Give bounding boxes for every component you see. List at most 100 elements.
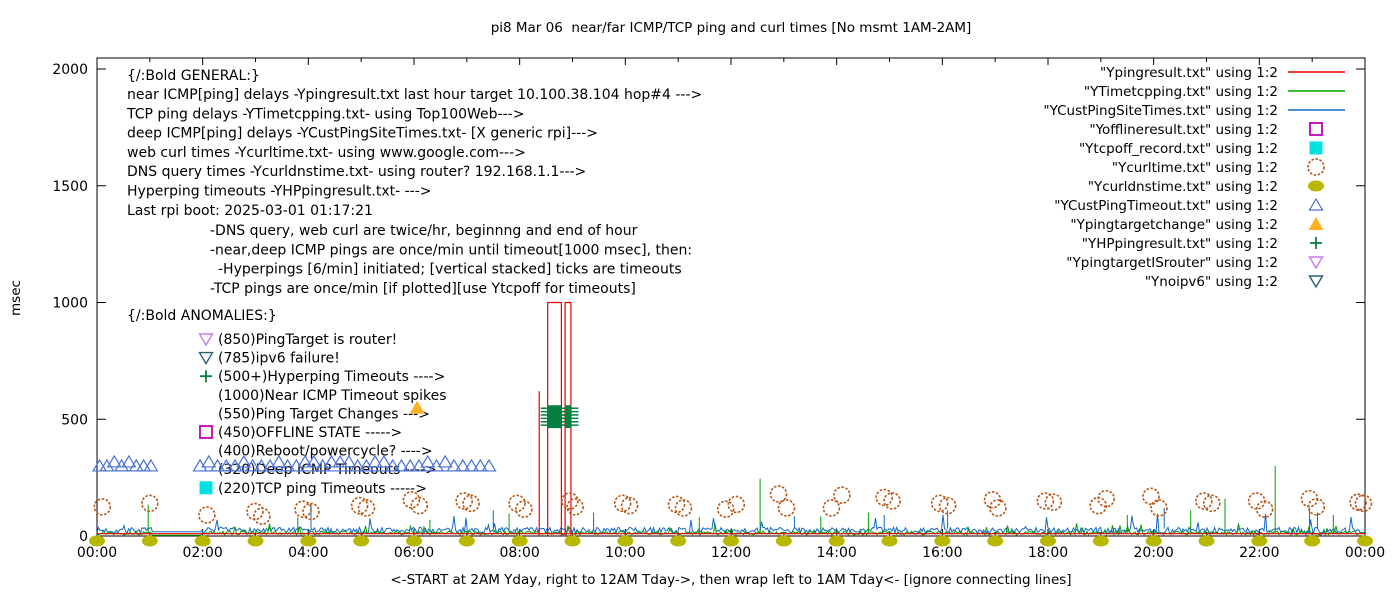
general-note: -TCP pings are once/min [if plotted][use… xyxy=(210,281,636,297)
marker-triangle-up-open xyxy=(218,458,234,472)
anomaly-line: (220)TCP ping Timeouts -----> xyxy=(218,481,427,497)
marker-triangle-up-open xyxy=(253,458,269,472)
marker-circle-filled xyxy=(141,535,158,547)
marker-triangle-up-open xyxy=(367,454,383,468)
legend-label: "YpingtargetISrouter" using 1:2 xyxy=(1066,255,1278,271)
marker-circle-filled xyxy=(723,535,739,547)
marker-circle-open xyxy=(1307,158,1325,176)
marker-circle-open xyxy=(93,498,112,516)
y-axis-label: msec xyxy=(8,280,24,316)
series-YHPpingresult.txt xyxy=(565,405,572,429)
general-note: -Hyperpings [6/min] initiated; [vertical… xyxy=(218,262,682,278)
marker-triangle-down-open xyxy=(1308,256,1324,270)
marker-circle-open xyxy=(777,499,796,517)
x-tick-label: 00:00 xyxy=(77,545,117,561)
marker-circle-filled xyxy=(1251,535,1268,547)
general-line: near ICMP[ping] delays -Ypingresult.txt … xyxy=(127,87,702,103)
marker-circle-open xyxy=(769,485,788,503)
marker-circle-open xyxy=(875,488,894,507)
marker-triangle-up-open xyxy=(350,458,366,472)
marker-circle-filled xyxy=(247,535,264,547)
marker-circle-filled xyxy=(564,535,581,547)
marker-triangle-up-open xyxy=(1308,197,1324,211)
anomaly-line: (850)PingTarget is router! xyxy=(218,332,397,348)
x-tick-label: 18:00 xyxy=(1028,545,1068,561)
marker-triangle-up-open xyxy=(236,454,252,468)
marker-square-filled xyxy=(1309,141,1323,155)
marker-circle-filled xyxy=(353,535,370,547)
marker-triangle-down-open xyxy=(198,333,214,347)
legend-label: "YHPpingresult.txt" using 1:2 xyxy=(1082,236,1278,252)
marker-circle-open xyxy=(455,492,473,510)
chart-title: pi8 Mar 06 near/far ICMP/TCP ping and cu… xyxy=(490,20,972,36)
y-tick-label: 500 xyxy=(61,412,88,428)
general-line: TCP ping delays -YTimetcpping.txt- using… xyxy=(126,106,524,122)
marker-circle-filled xyxy=(828,535,845,547)
marker-circle-open xyxy=(1142,487,1160,506)
marker-triangle-up-open xyxy=(92,458,108,472)
marker-circle-open xyxy=(357,499,376,517)
marker-circle-open xyxy=(1202,494,1221,513)
marker-circle-open xyxy=(1195,492,1213,510)
marker-circle-filled xyxy=(1198,535,1215,547)
marker-circle-filled xyxy=(1145,535,1162,547)
marker-circle-open xyxy=(1044,493,1063,511)
marker-square-filled xyxy=(199,481,213,495)
marker-circle-open xyxy=(561,492,579,510)
marker-circle-open xyxy=(515,500,533,518)
marker-circle-open xyxy=(983,491,1002,509)
marker-square-open xyxy=(199,425,213,439)
marker-triangle-up-open xyxy=(341,454,357,468)
marker-triangle-up-open xyxy=(192,458,208,472)
general-note: -near,deep ICMP pings are once/min until… xyxy=(210,242,692,258)
marker-circle-open xyxy=(141,494,159,513)
marker-circle-open xyxy=(727,495,746,514)
x-tick-label: 16:00 xyxy=(922,545,962,561)
marker-circle-open xyxy=(930,494,949,513)
marker-circle-open xyxy=(674,499,693,517)
marker-triangle-up-open xyxy=(271,454,287,468)
marker-plus xyxy=(200,370,212,383)
marker-circle-open xyxy=(1150,499,1168,517)
marker-circle-open xyxy=(198,506,216,524)
marker-circle-filled xyxy=(1308,180,1324,192)
marker-triangle-up-open xyxy=(245,458,261,472)
marker-circle-open xyxy=(350,496,369,515)
legend-label: "Ytcpoff_record.txt" using 1:2 xyxy=(1079,141,1278,157)
marker-circle-open xyxy=(989,499,1007,517)
x-tick-label: 20:00 xyxy=(1133,545,1173,561)
marker-circle-filled xyxy=(458,535,475,547)
general-line: Last rpi boot: 2025-03-01 01:17:21 xyxy=(127,203,373,219)
marker-circle-filled xyxy=(511,535,528,547)
marker-circle-open xyxy=(938,496,957,515)
legend-label: "Ynoipv6" using 1:2 xyxy=(1145,274,1278,290)
y-tick-label: 1000 xyxy=(52,296,88,312)
legend-label: "Ycurldnstime.txt" using 1:2 xyxy=(1088,179,1278,195)
marker-circle-open xyxy=(566,498,584,516)
marker-square-open xyxy=(1309,122,1323,136)
marker-circle-filled xyxy=(1092,535,1109,547)
marker-triangle-up-open xyxy=(143,458,159,472)
marker-triangle-up-open xyxy=(437,454,453,468)
marker-circle-open xyxy=(833,486,851,504)
marker-circle-filled xyxy=(934,535,951,547)
marker-circle-open xyxy=(822,499,841,517)
x-tick-label: 14:00 xyxy=(816,545,856,561)
x-tick-label: 04:00 xyxy=(288,545,328,561)
legend-label: "Ypingresult.txt" using 1:2 xyxy=(1100,65,1278,81)
marker-circle-open xyxy=(1089,496,1107,515)
legend-label: "Ycurltime.txt" using 1:2 xyxy=(1112,160,1278,176)
marker-triangle-up-open xyxy=(463,458,480,472)
x-tick-label: 02:00 xyxy=(182,545,222,561)
general-heading: {/:Bold GENERAL:} xyxy=(127,68,260,84)
general-line: DNS query times -Ycurldnstime.txt- using… xyxy=(127,164,586,180)
marker-circle-open xyxy=(1354,494,1373,513)
anomaly-line: (785)ipv6 failure! xyxy=(218,351,340,367)
marker-circle-filled xyxy=(406,535,422,547)
marker-triangle-up-open xyxy=(385,458,401,472)
marker-circle-open xyxy=(613,494,632,513)
marker-triangle-up-open xyxy=(121,454,137,468)
marker-triangle-up-open xyxy=(332,454,348,468)
legend-label: "Yofflineresult.txt" using 1:2 xyxy=(1089,122,1278,138)
